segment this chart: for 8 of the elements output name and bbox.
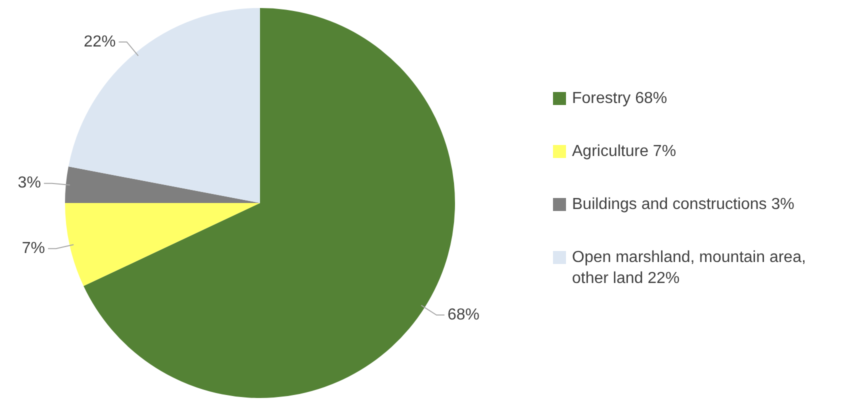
data-label: 68% (447, 306, 480, 324)
data-label: 3% (18, 174, 41, 192)
data-label: 22% (84, 33, 116, 50)
data-label: 7% (22, 240, 46, 257)
legend-label: Buildings and constructions 3% (572, 195, 794, 215)
legend-label: Forestry 68% (572, 89, 668, 109)
legend-label: Agriculture 7% (572, 142, 676, 162)
legend-label: Open marshland, mountain area, other land 22% (572, 248, 807, 289)
